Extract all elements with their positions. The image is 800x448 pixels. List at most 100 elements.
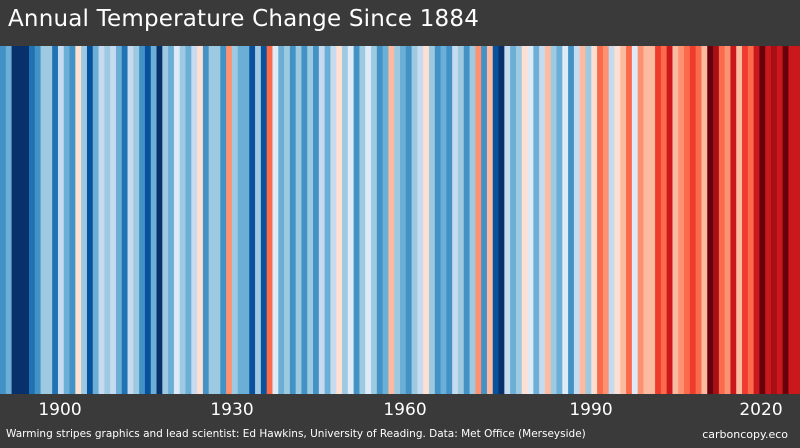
stripe-1965 — [469, 46, 476, 394]
stripe-1886 — [11, 46, 18, 394]
stripe-2005 — [701, 46, 708, 394]
stripe-2019 — [782, 46, 790, 394]
stripe-1898 — [81, 46, 88, 394]
stripe-1903 — [110, 46, 117, 394]
stripe-1948 — [371, 46, 378, 394]
stripe-1900 — [92, 46, 100, 394]
stripe-2021 — [794, 46, 800, 394]
stripe-1968 — [486, 46, 494, 394]
x-tick-label: 1930 — [210, 400, 254, 420]
stripe-1923 — [226, 46, 233, 394]
stripe-1932 — [278, 46, 285, 394]
stripe-1889 — [28, 46, 36, 394]
stripe-1973 — [515, 46, 523, 394]
stripe-2007 — [713, 46, 720, 394]
stripe-1912 — [162, 46, 169, 394]
stripe-1961 — [446, 46, 453, 394]
stripe-1955 — [411, 46, 418, 394]
stripe-1913 — [168, 46, 175, 394]
stripe-1909 — [144, 46, 152, 394]
stripe-1959 — [434, 46, 442, 394]
stripe-1986 — [591, 46, 598, 394]
stripe-1956 — [417, 46, 424, 394]
stripe-1981 — [562, 46, 569, 394]
stripe-1996 — [649, 46, 656, 394]
stripe-1925 — [237, 46, 245, 394]
stripe-2009 — [724, 46, 732, 394]
stripe-1969 — [492, 46, 500, 394]
stripe-1971 — [504, 46, 511, 394]
stripe-1940 — [324, 46, 332, 394]
stripe-1994 — [637, 46, 645, 394]
x-tick-label: 1960 — [383, 400, 427, 420]
stripe-1899 — [86, 46, 94, 394]
stripe-1937 — [307, 46, 314, 394]
stripe-1887 — [17, 46, 24, 394]
stripe-1950 — [382, 46, 390, 394]
stripe-1952 — [394, 46, 401, 394]
stripe-1997 — [655, 46, 662, 394]
stripe-1924 — [231, 46, 239, 394]
stripe-2001 — [678, 46, 685, 394]
x-tick-label: 2020 — [739, 400, 783, 420]
stripe-2003 — [689, 46, 697, 394]
stripe-1941 — [330, 46, 337, 394]
stripe-1884 — [0, 46, 7, 394]
stripe-1894 — [57, 46, 65, 394]
stripe-1947 — [365, 46, 372, 394]
stripe-1966 — [475, 46, 482, 394]
stripe-1896 — [69, 46, 76, 394]
stripe-1983 — [573, 46, 581, 394]
stripe-1892 — [46, 46, 53, 394]
stripe-1953 — [400, 46, 407, 394]
stripe-1897 — [75, 46, 82, 394]
stripe-1926 — [243, 46, 250, 394]
stripe-2006 — [707, 46, 714, 394]
stripe-1976 — [533, 46, 540, 394]
stripe-1891 — [40, 46, 47, 394]
x-tick-label: 1900 — [38, 400, 82, 420]
stripe-1978 — [544, 46, 552, 394]
stripe-1995 — [643, 46, 650, 394]
stripe-2011 — [736, 46, 743, 394]
stripe-1984 — [579, 46, 587, 394]
stripe-2014 — [753, 46, 761, 394]
stripe-1998 — [660, 46, 668, 394]
stripe-1954 — [405, 46, 413, 394]
stripe-2002 — [684, 46, 691, 394]
x-tick-label: 1990 — [569, 400, 613, 420]
stripe-1942 — [336, 46, 343, 394]
stripe-1936 — [301, 46, 308, 394]
stripe-1946 — [359, 46, 366, 394]
stripe-2015 — [759, 46, 766, 394]
stripe-1918 — [197, 46, 204, 394]
stripe-1967 — [481, 46, 488, 394]
stripe-1970 — [498, 46, 505, 394]
stripe-2017 — [771, 46, 778, 394]
stripe-2020 — [788, 46, 795, 394]
stripe-1938 — [313, 46, 320, 394]
stripe-2000 — [672, 46, 679, 394]
stripe-1985 — [585, 46, 592, 394]
stripe-1991 — [620, 46, 627, 394]
stripe-2004 — [695, 46, 703, 394]
stripe-1931 — [272, 46, 279, 394]
stripe-1963 — [457, 46, 465, 394]
stripe-2018 — [776, 46, 784, 394]
stripe-2008 — [718, 46, 726, 394]
stripe-1907 — [133, 46, 140, 394]
stripe-1951 — [388, 46, 395, 394]
stripe-1962 — [452, 46, 459, 394]
stripe-1917 — [191, 46, 198, 394]
stripe-1935 — [295, 46, 303, 394]
stripe-1943 — [342, 46, 349, 394]
stripe-1974 — [521, 46, 529, 394]
stripe-1944 — [347, 46, 355, 394]
stripe-1982 — [568, 46, 575, 394]
stripe-1922 — [220, 46, 227, 394]
stripe-1908 — [139, 46, 146, 394]
stripe-1992 — [626, 46, 633, 394]
stripe-1905 — [121, 46, 129, 394]
stripe-1989 — [608, 46, 616, 394]
stripe-1964 — [463, 46, 471, 394]
